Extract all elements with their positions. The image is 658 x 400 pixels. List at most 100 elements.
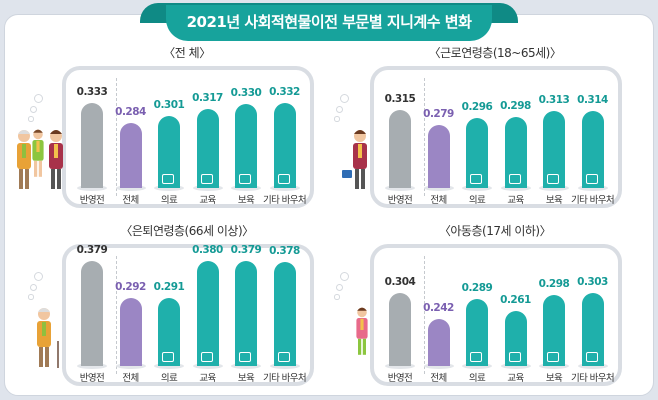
thought-bubble-icon [34, 272, 43, 281]
thought-bubble-icon [334, 294, 340, 300]
voucher-icon [277, 351, 290, 362]
bar-교육 [504, 117, 527, 188]
bar-의료 [158, 298, 180, 366]
bar-shadow [423, 363, 454, 369]
value-label: 0.289 [461, 282, 493, 295]
value-label: 0.304 [384, 275, 416, 288]
thought-bubble-icon [30, 106, 37, 113]
bar-전체 [427, 125, 450, 188]
thought-bubble-icon [336, 106, 343, 113]
medical-kit-icon [162, 173, 174, 184]
family-figure-icon [14, 128, 74, 202]
elder-figure-icon [14, 306, 74, 380]
value-label: 0.279 [423, 108, 454, 121]
bar-shadow [231, 363, 261, 369]
bar-전체 [119, 297, 142, 366]
thought-bubble-icon [30, 284, 37, 291]
panel-title: 〈은퇴연령층(66세 이상)〉 [120, 224, 254, 238]
value-label: 0.298 [538, 278, 570, 291]
bar-교육 [196, 109, 219, 188]
bar-보육 [543, 111, 565, 188]
bar-의료 [158, 116, 180, 188]
chart-panel: 0.333 반영전 0.284 전체 0.301 의료 0.317 교육 0.330 보육 0.33… [62, 66, 314, 208]
bar-shadow [269, 363, 300, 369]
value-label: 0.317 [192, 92, 223, 105]
value-label: 0.301 [153, 99, 185, 112]
bar-보육 [235, 104, 257, 188]
value-label: 0.314 [577, 93, 608, 106]
value-label: 0.380 [192, 244, 223, 256]
bar-보육 [543, 295, 565, 366]
category-label: 보육 [237, 373, 255, 384]
thought-bubble-icon [340, 272, 349, 281]
category-label: 기타 바우처 [570, 373, 615, 384]
bar-shadow [115, 363, 146, 369]
bar-교육 [196, 261, 219, 366]
value-label: 0.284 [115, 106, 146, 119]
value-label: 0.296 [461, 101, 493, 114]
value-label: 0.291 [153, 281, 185, 294]
category-label: 전체 [122, 195, 139, 206]
category-label: 의료 [468, 373, 486, 384]
medical-kit-icon [162, 351, 174, 362]
bar-shadow [154, 185, 184, 191]
worker-figure-icon [322, 128, 382, 202]
medical-kit-icon [470, 173, 482, 184]
bar-기타 바우처 [581, 110, 604, 188]
bar-보육 [235, 261, 257, 366]
category-label: 교육 [199, 373, 216, 384]
bar-반영전 [81, 261, 103, 366]
graduation-cap-icon [200, 173, 213, 184]
bar-shadow [385, 363, 415, 369]
baby-icon [547, 173, 559, 184]
bar-반영전 [389, 110, 411, 188]
panel-title: 〈전 체〉 [163, 46, 211, 60]
bar-shadow [115, 185, 146, 191]
category-label: 기타 바우처 [570, 195, 615, 206]
category-label: 의료 [160, 373, 178, 384]
thought-bubble-icon [34, 94, 43, 103]
chart-panel: 0.379 반영전 0.292 전체 0.291 의료 0.380 교육 0.379 보육 0.37… [62, 244, 314, 386]
value-label: 0.315 [384, 93, 416, 106]
category-label: 보육 [545, 373, 563, 384]
bar-shadow [192, 185, 223, 191]
category-label: 교육 [507, 373, 524, 384]
bar-전체 [119, 123, 142, 188]
baby-icon [547, 351, 559, 362]
bar-반영전 [389, 292, 411, 366]
bar-shadow [462, 185, 492, 191]
thought-bubble-icon [28, 116, 34, 122]
value-label: 0.261 [500, 293, 531, 306]
bar-shadow [539, 363, 569, 369]
page-title: 2021년 사회적현물이전 부문별 지니계수 변화 [166, 5, 492, 41]
bar-shadow [539, 185, 569, 191]
category-label: 교육 [507, 195, 524, 206]
panel-title: 〈아동층(17세 이하)〉 [438, 224, 552, 238]
value-label: 0.298 [500, 100, 531, 113]
category-label: 의료 [468, 195, 486, 206]
group-divider [424, 78, 425, 196]
bar-전체 [427, 318, 450, 366]
value-label: 0.313 [538, 94, 570, 107]
bar-shadow [154, 363, 184, 369]
bar-shadow [385, 185, 415, 191]
voucher-icon [585, 173, 598, 184]
bar-기타 바우처 [273, 261, 296, 366]
bar-shadow [77, 363, 107, 369]
category-label: 보육 [237, 195, 255, 206]
group-divider [424, 256, 425, 374]
bar-기타 바우처 [581, 293, 604, 366]
bar-의료 [466, 118, 488, 188]
category-label: 교육 [199, 195, 216, 206]
category-label: 보육 [545, 195, 563, 206]
chart-panel: 0.315 반영전 0.279 전체 0.296 의료 0.298 교육 0.313 보육 0.31… [370, 66, 622, 208]
thought-bubble-icon [340, 94, 349, 103]
bar-shadow [269, 185, 300, 191]
value-label: 0.330 [230, 87, 262, 99]
value-label: 0.303 [577, 276, 608, 289]
category-label: 전체 [430, 373, 447, 384]
baby-icon [239, 351, 251, 362]
graduation-cap-icon [508, 173, 521, 184]
thought-bubble-icon [334, 116, 340, 122]
category-label: 반영전 [387, 195, 413, 206]
